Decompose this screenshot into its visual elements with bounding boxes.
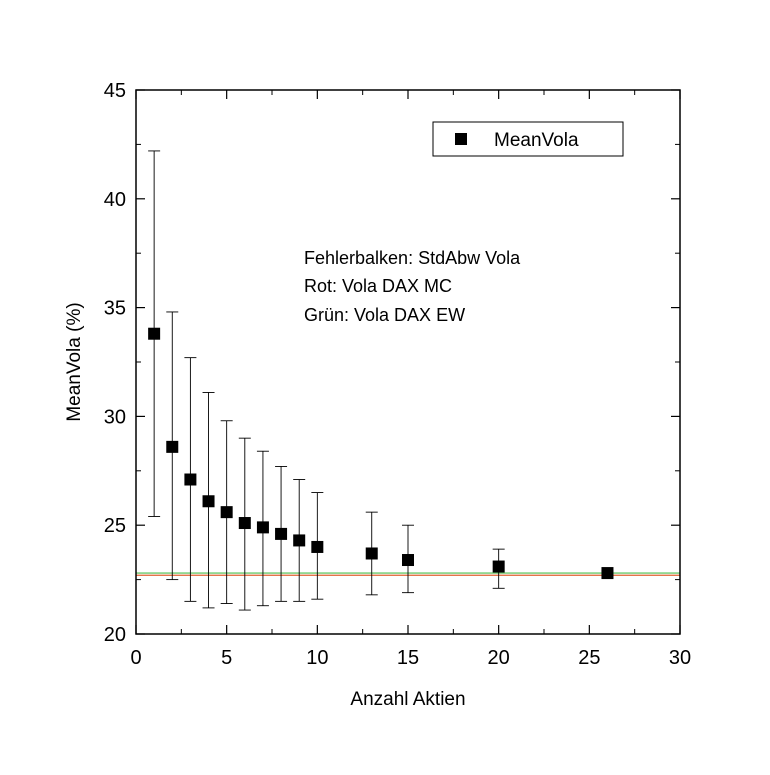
x-tick-label: 0 [130,647,141,669]
y-tick-label: 25 [104,515,126,537]
legend-marker-icon [455,133,467,145]
data-point [202,495,215,508]
y-tick-label: 30 [104,406,126,428]
y-tick-label: 45 [104,80,126,102]
data-point [238,517,251,530]
annotation-green-line: Grün: Vola DAX EW [304,305,465,325]
x-axis-label: Anzahl Aktien [350,689,465,710]
x-tick-label: 30 [669,647,691,669]
y-tick-label: 35 [104,298,126,320]
y-axis-label: MeanVola (%) [64,302,85,421]
y-tick-label: 40 [104,189,126,211]
data-point [293,534,306,547]
y-tick-label: 20 [104,624,126,646]
data-point [311,540,324,553]
annotation-error-bars: Fehlerbalken: StdAbw Vola [304,248,521,268]
data-point [220,506,233,519]
data-point [402,554,414,567]
legend-entry: MeanVola [494,130,579,151]
data-point [166,440,179,453]
x-tick-label: 5 [221,647,232,669]
x-tick-label: 20 [488,647,510,669]
x-tick-label: 10 [306,647,328,669]
annotations: Fehlerbalken: StdAbw Vola Rot: Vola DAX … [304,248,521,325]
data-point [492,560,505,573]
x-tick-label: 25 [578,647,600,669]
x-axis-ticks: 0 5 10 15 20 25 30 [130,90,691,669]
data-point [601,567,614,580]
legend: MeanVola [432,121,624,157]
annotation-red-line: Rot: Vola DAX MC [304,276,452,296]
data-point [275,527,288,540]
data-point [256,521,269,534]
y-axis-ticks: 20 25 30 35 40 45 [104,80,680,646]
data-points [148,327,614,580]
error-bars [148,150,614,611]
x-tick-label: 15 [397,647,419,669]
data-point [184,473,197,486]
data-point [148,327,161,340]
data-point [365,547,378,560]
